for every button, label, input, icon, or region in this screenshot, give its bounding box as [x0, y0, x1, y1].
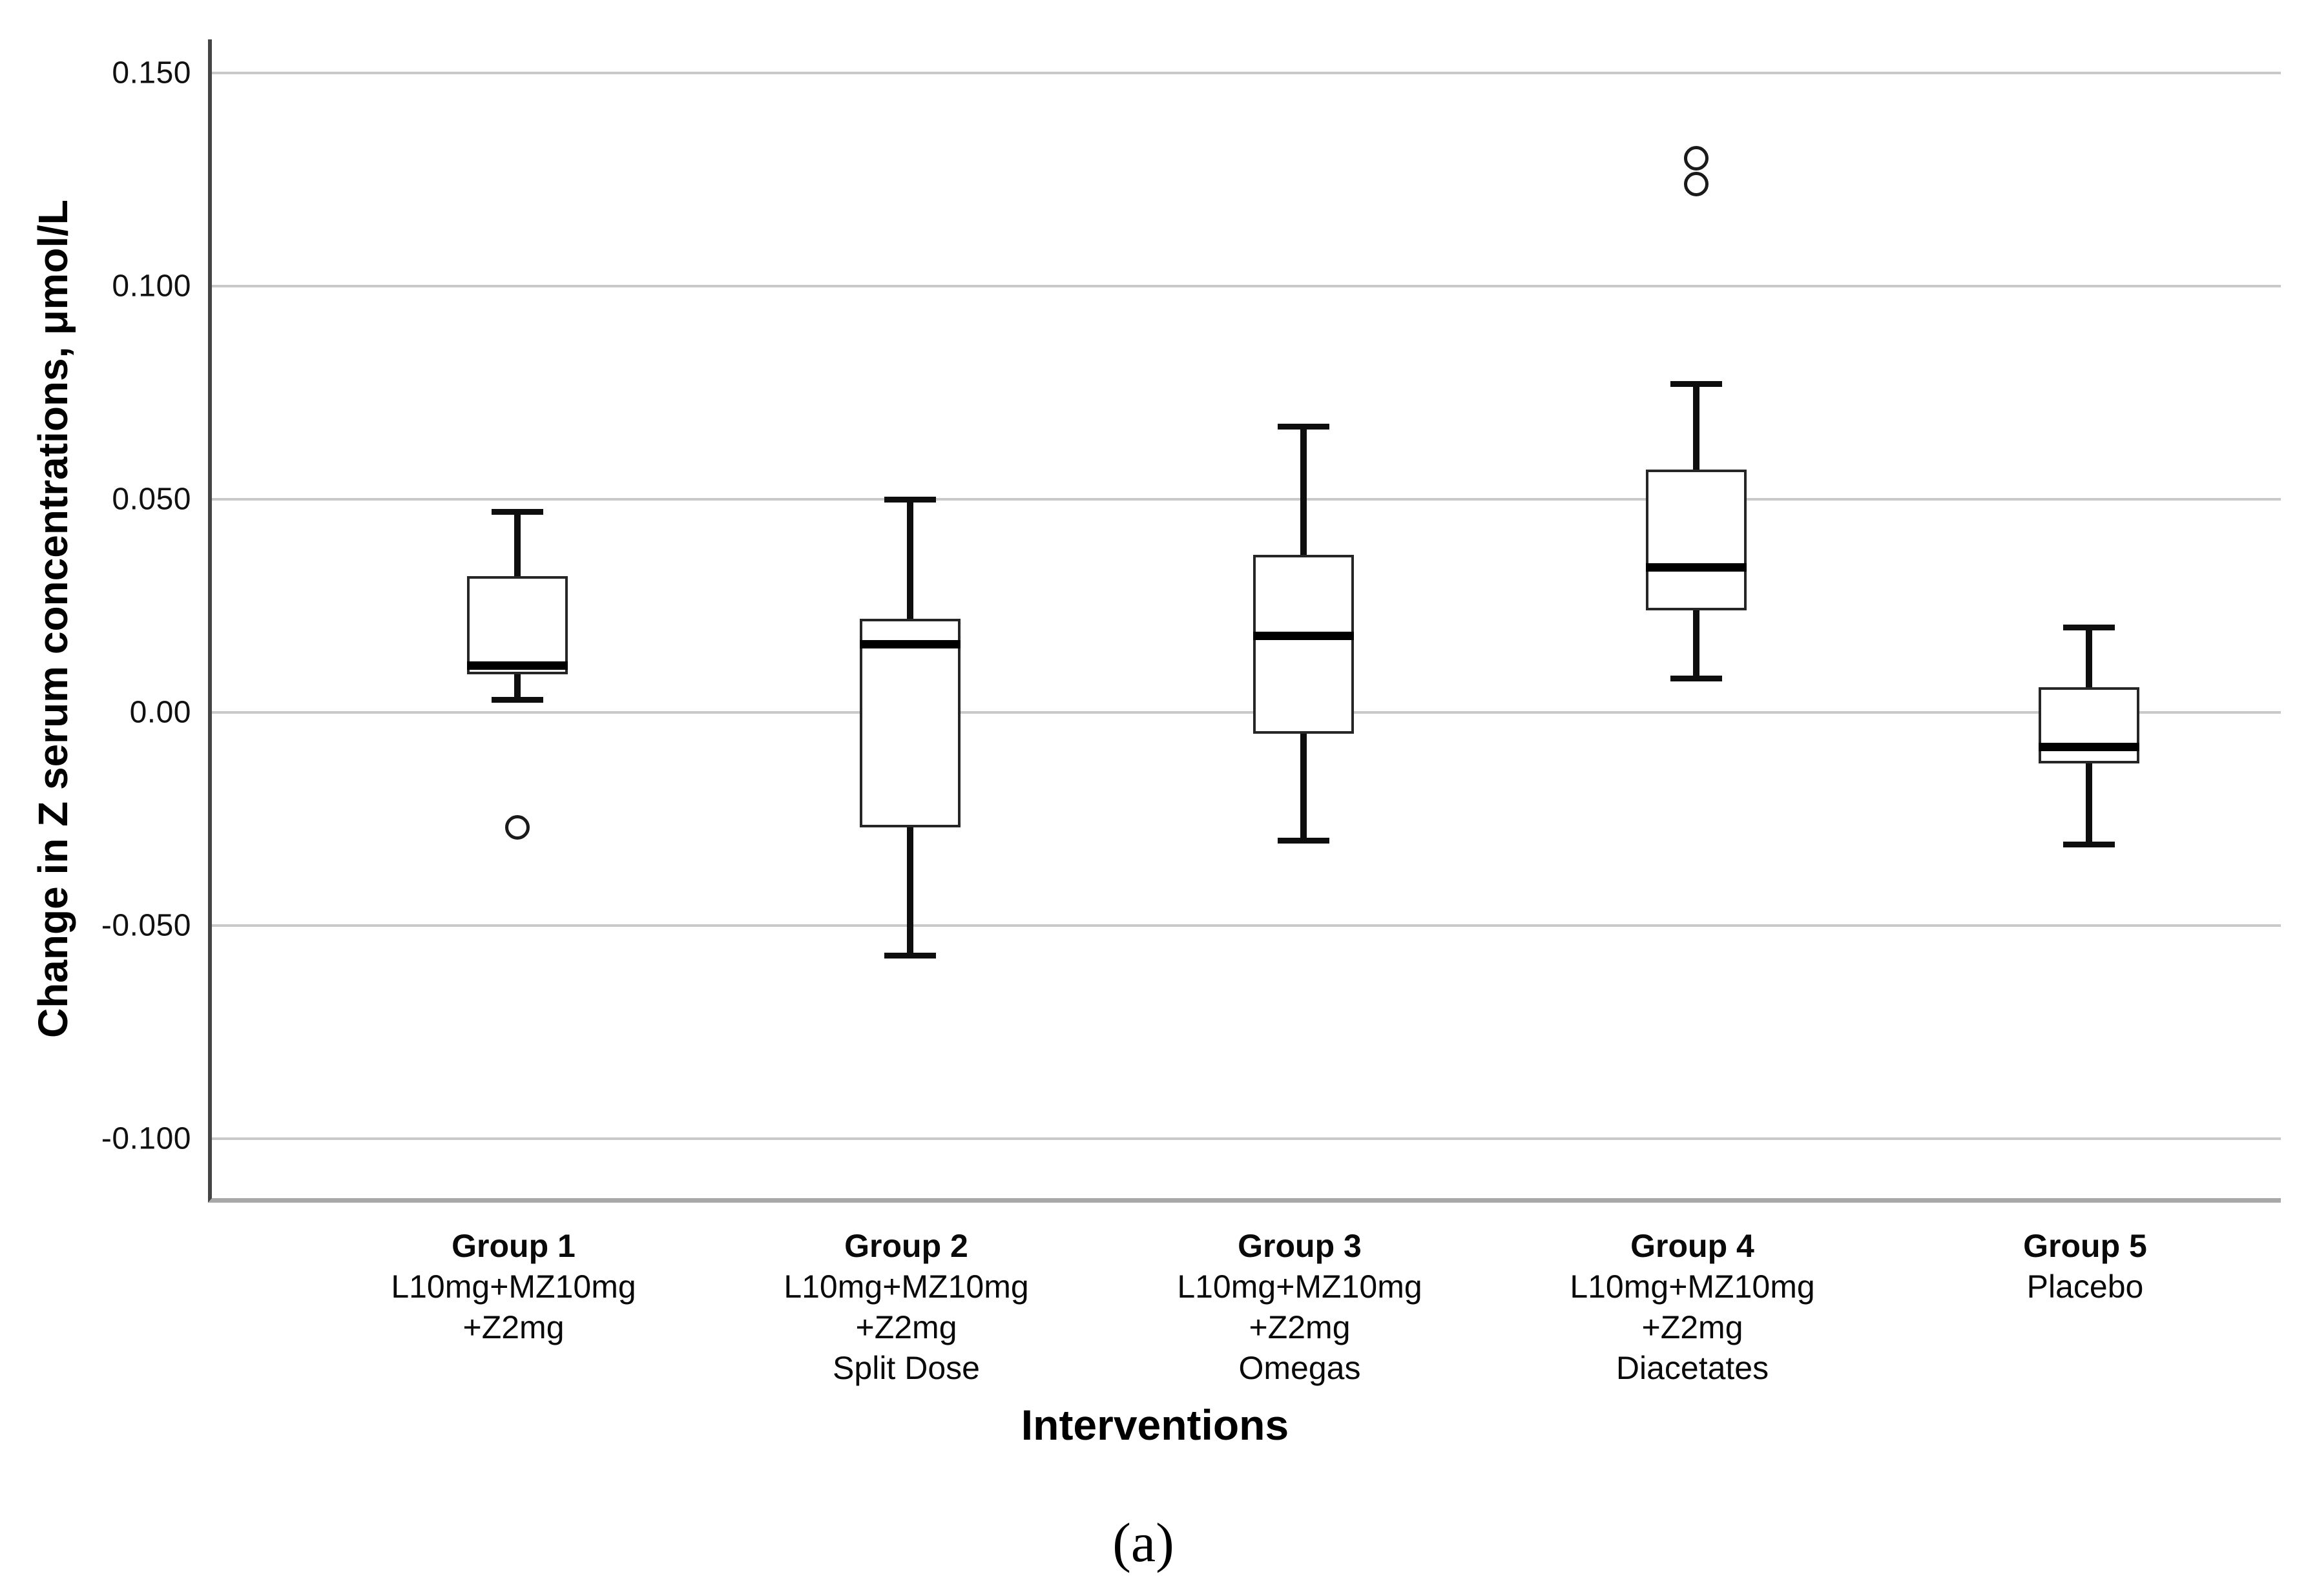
whisker-upper: [1300, 426, 1307, 555]
whisker-lower: [907, 827, 913, 956]
median-line: [1646, 563, 1747, 572]
y-tick-label: -0.100: [101, 1121, 191, 1156]
box: [1253, 554, 1354, 734]
median-line: [1253, 631, 1354, 640]
group-description-line: Split Dose: [833, 1350, 980, 1386]
group-description-line: +Z2mg: [1249, 1309, 1351, 1345]
x-category-label: Group 1 L10mg+MZ10mg +Z2mg: [391, 1226, 636, 1348]
group-name: Group 4: [1630, 1228, 1754, 1264]
y-gridline: [212, 72, 2281, 75]
box: [1646, 469, 1747, 610]
x-category-label: Group 3 L10mg+MZ10mg +Z2mg Omegas: [1177, 1226, 1422, 1389]
whisker-cap-upper: [1670, 381, 1722, 388]
y-gridline: [212, 498, 2281, 501]
y-gridline: [212, 711, 2281, 714]
group-description-line: L10mg+MZ10mg: [784, 1269, 1029, 1305]
whisker-cap-lower: [492, 696, 543, 703]
median-line: [2039, 742, 2139, 751]
whisker-cap-lower: [1278, 837, 1329, 844]
whisker-lower: [1300, 734, 1307, 841]
group-name: Group 2: [844, 1228, 968, 1264]
y-tick-label: 0.150: [112, 56, 191, 90]
y-tick-label: 0.00: [129, 695, 191, 730]
group-name: Group 3: [1238, 1228, 1362, 1264]
whisker-cap-upper: [2063, 624, 2115, 630]
group-description-line: L10mg+MZ10mg: [1177, 1269, 1422, 1305]
whisker-upper: [907, 499, 913, 619]
x-category-label: Group 4 L10mg+MZ10mg +Z2mg Diacetates: [1570, 1226, 1814, 1389]
whisker-lower: [1693, 610, 1699, 679]
outlier-point: [1684, 146, 1709, 171]
whisker-cap-upper: [1278, 424, 1329, 430]
group-description-line: Omegas: [1238, 1350, 1361, 1386]
group-description-line: Placebo: [2026, 1269, 2144, 1305]
whisker-lower: [514, 674, 521, 700]
group-description-line: +Z2mg: [855, 1309, 957, 1345]
whisker-lower: [2086, 763, 2092, 845]
group-description-line: L10mg+MZ10mg: [1570, 1269, 1815, 1305]
group-description-line: +Z2mg: [1641, 1309, 1743, 1345]
whisker-cap-lower: [2063, 842, 2115, 848]
box: [467, 575, 568, 674]
median-line: [860, 640, 961, 649]
median-line: [467, 661, 568, 670]
whisker-cap-upper: [884, 496, 936, 503]
y-tick-label: 0.050: [112, 482, 191, 517]
plot-area: [208, 39, 2281, 1203]
group-description-line: Diacetates: [1616, 1350, 1769, 1386]
group-description-line: L10mg+MZ10mg: [391, 1269, 636, 1305]
whisker-upper: [1693, 384, 1699, 470]
outlier-point: [1684, 171, 1709, 196]
y-tick-label: 0.100: [112, 269, 191, 304]
group-name: Group 1: [452, 1228, 576, 1264]
figure-caption: (a): [1112, 1511, 1174, 1573]
y-gridline: [212, 285, 2281, 288]
whisker-cap-upper: [492, 509, 543, 515]
x-axis-title: Interventions: [1021, 1401, 1289, 1449]
whisker-upper: [2086, 627, 2092, 687]
y-tick-label: -0.050: [101, 908, 191, 943]
group-name: Group 5: [2023, 1228, 2147, 1264]
x-category-label: Group 2 L10mg+MZ10mg +Z2mg Split Dose: [784, 1226, 1028, 1389]
y-gridline: [212, 1137, 2281, 1141]
y-gridline: [212, 924, 2281, 928]
whisker-cap-lower: [884, 952, 936, 959]
box: [860, 619, 961, 828]
whisker-cap-lower: [1670, 675, 1722, 681]
outlier-point: [505, 815, 530, 840]
box: [2039, 687, 2139, 764]
x-category-label: Group 5 Placebo: [2023, 1226, 2147, 1307]
whisker-upper: [514, 512, 521, 576]
group-description-line: +Z2mg: [462, 1309, 565, 1345]
